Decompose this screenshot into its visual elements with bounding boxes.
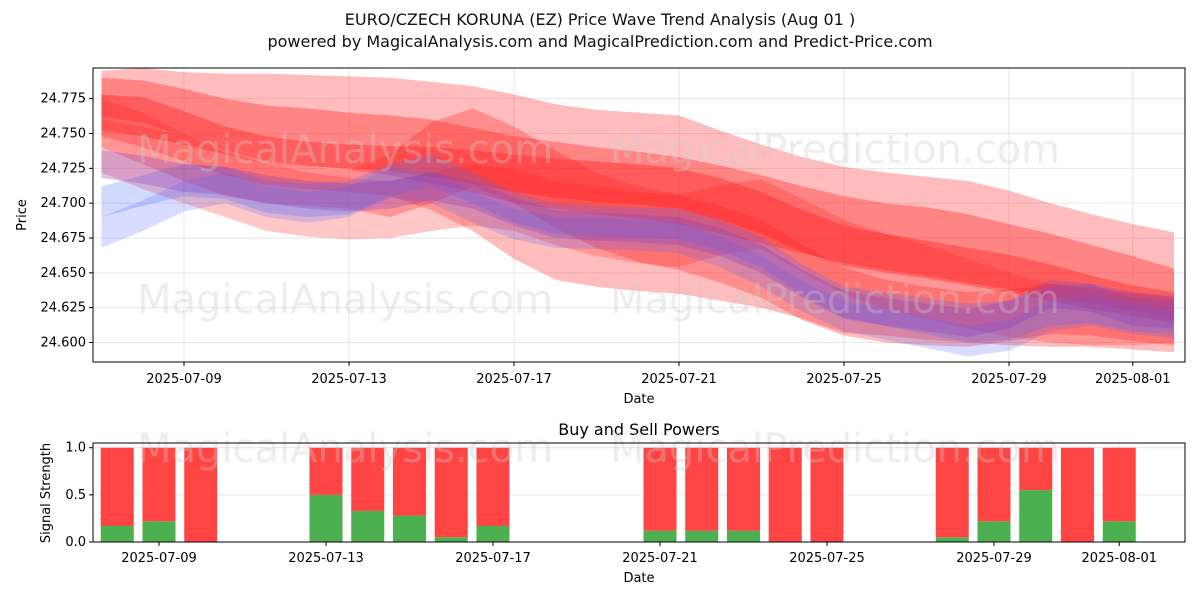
buy-bar [351, 510, 385, 542]
price-y-tick-label: 24.650 [41, 266, 87, 281]
buy-bar [977, 521, 1011, 542]
price-band-2 [101, 77, 1174, 319]
price-x-tick-label: 2025-07-13 [311, 372, 387, 387]
price-y-tick-label: 24.700 [41, 196, 87, 211]
price-x-tick-label: 2025-07-21 [641, 372, 717, 387]
price-band-8 [101, 150, 1174, 337]
price-band-group [101, 68, 1174, 357]
signal-x-tick-label: 2025-07-13 [288, 551, 364, 566]
price-x-tick-label: 2025-07-09 [146, 372, 222, 387]
signal-x-ticks: 2025-07-09 2025-07-13 2025-07-17 2025-07-21… [121, 542, 1157, 566]
sell-bar [685, 447, 719, 531]
price-band-7 [101, 166, 1174, 357]
sell-bar [184, 447, 218, 542]
buy-bar [434, 537, 468, 542]
buy-bar [393, 515, 426, 542]
price-y-label: Price [15, 199, 30, 231]
price-band-3 [101, 94, 1174, 323]
buy-bar [1019, 490, 1053, 542]
price-y-tick-label: 24.750 [41, 126, 87, 141]
watermark-2: MagicalPrediction.com [610, 127, 1060, 173]
sell-bar [476, 447, 510, 526]
buy-bar [476, 525, 510, 542]
sell-bar [100, 447, 134, 526]
sell-bar [393, 447, 426, 516]
price-y-tick-label: 24.725 [41, 161, 87, 176]
sell-bar [142, 447, 176, 522]
buy-bar [1102, 521, 1136, 542]
signal-x-label: Date [623, 571, 654, 586]
watermark-1: MagicalAnalysis.com [137, 127, 553, 173]
price-y-tick-label: 24.675 [41, 231, 87, 246]
buy-bar [100, 525, 134, 542]
signal-x-tick-label: 2025-07-29 [956, 551, 1032, 566]
signal-y-tick-label: 0.0 [65, 535, 86, 550]
signal-x-tick-label: 2025-07-09 [121, 551, 197, 566]
sell-bar [1019, 447, 1053, 491]
signal-x-tick-label: 2025-08-01 [1081, 551, 1157, 566]
price-x-tick-label: 2025-07-17 [476, 372, 552, 387]
buy-bar [142, 521, 176, 542]
price-y-tick-label: 24.775 [41, 92, 87, 107]
signal-x-tick-label: 2025-07-21 [622, 551, 698, 566]
price-x-tick-label: 2025-07-29 [971, 372, 1047, 387]
buy-bar [685, 530, 719, 542]
price-chart: MagicalAnalysis.com MagicalPrediction.co… [15, 67, 1186, 407]
signal-y-tick-label: 0.5 [65, 488, 86, 503]
chart-title: EURO/CZECH KORUNA (EZ) Price Wave Trend … [344, 10, 856, 29]
buy-bar [727, 530, 760, 542]
sell-bar [977, 447, 1011, 522]
price-y-tick-label: 24.600 [41, 335, 87, 350]
signal-plot-frame [92, 442, 1186, 543]
price-band-1 [101, 68, 1174, 353]
signal-y-label: Signal Strength [39, 443, 54, 543]
price-plot-frame [92, 67, 1186, 363]
price-band-5 [101, 98, 1174, 347]
sell-bar [351, 447, 385, 511]
price-y-ticks: 24.600 24.625 24.650 24.675 24.700 24.725 24.7… [41, 92, 93, 350]
price-bands [101, 68, 1174, 357]
sell-bar [643, 447, 677, 531]
watermark-6: MagicalPrediction.com [610, 426, 1060, 472]
buy-bar [643, 530, 677, 542]
sell-bar [727, 447, 760, 531]
price-y-tick-label: 24.625 [41, 301, 87, 316]
signal-x-tick-label: 2025-07-25 [789, 551, 865, 566]
sell-bar [1061, 447, 1094, 542]
price-band-4 [101, 119, 1174, 346]
sell-bar [768, 447, 802, 542]
signal-y-tick-label: 1.0 [65, 441, 86, 456]
signal-title: Buy and Sell Powers [558, 420, 720, 439]
sell-bar [935, 447, 969, 538]
sell-bar [1102, 447, 1136, 522]
price-x-tick-label: 2025-07-25 [806, 372, 882, 387]
sell-bar [309, 447, 343, 495]
watermark-4: MagicalPrediction.com [610, 277, 1060, 323]
signal-bars [100, 447, 1136, 542]
price-grid [93, 68, 1185, 362]
buy-bar [309, 494, 343, 542]
signal-x-tick-label: 2025-07-17 [455, 551, 531, 566]
price-x-label: Date [623, 392, 654, 407]
sell-bar [434, 447, 468, 538]
buy-bar [935, 537, 969, 542]
sell-bar [810, 447, 844, 542]
price-x-tick-label: 2025-08-01 [1095, 372, 1171, 387]
watermark-5: MagicalAnalysis.com [137, 426, 553, 472]
watermark-3: MagicalAnalysis.com [137, 277, 553, 323]
signal-chart: Buy and Sell Powers MagicalAnalysis.com … [39, 420, 1186, 586]
price-band-6 [101, 154, 1174, 343]
price-x-ticks: 2025-07-09 2025-07-13 2025-07-17 2025-07-21… [146, 362, 1171, 387]
chart-subtitle: powered by MagicalAnalysis.com and Magic… [267, 32, 933, 51]
signal-y-ticks: 0.0 0.5 1.0 [65, 441, 93, 550]
